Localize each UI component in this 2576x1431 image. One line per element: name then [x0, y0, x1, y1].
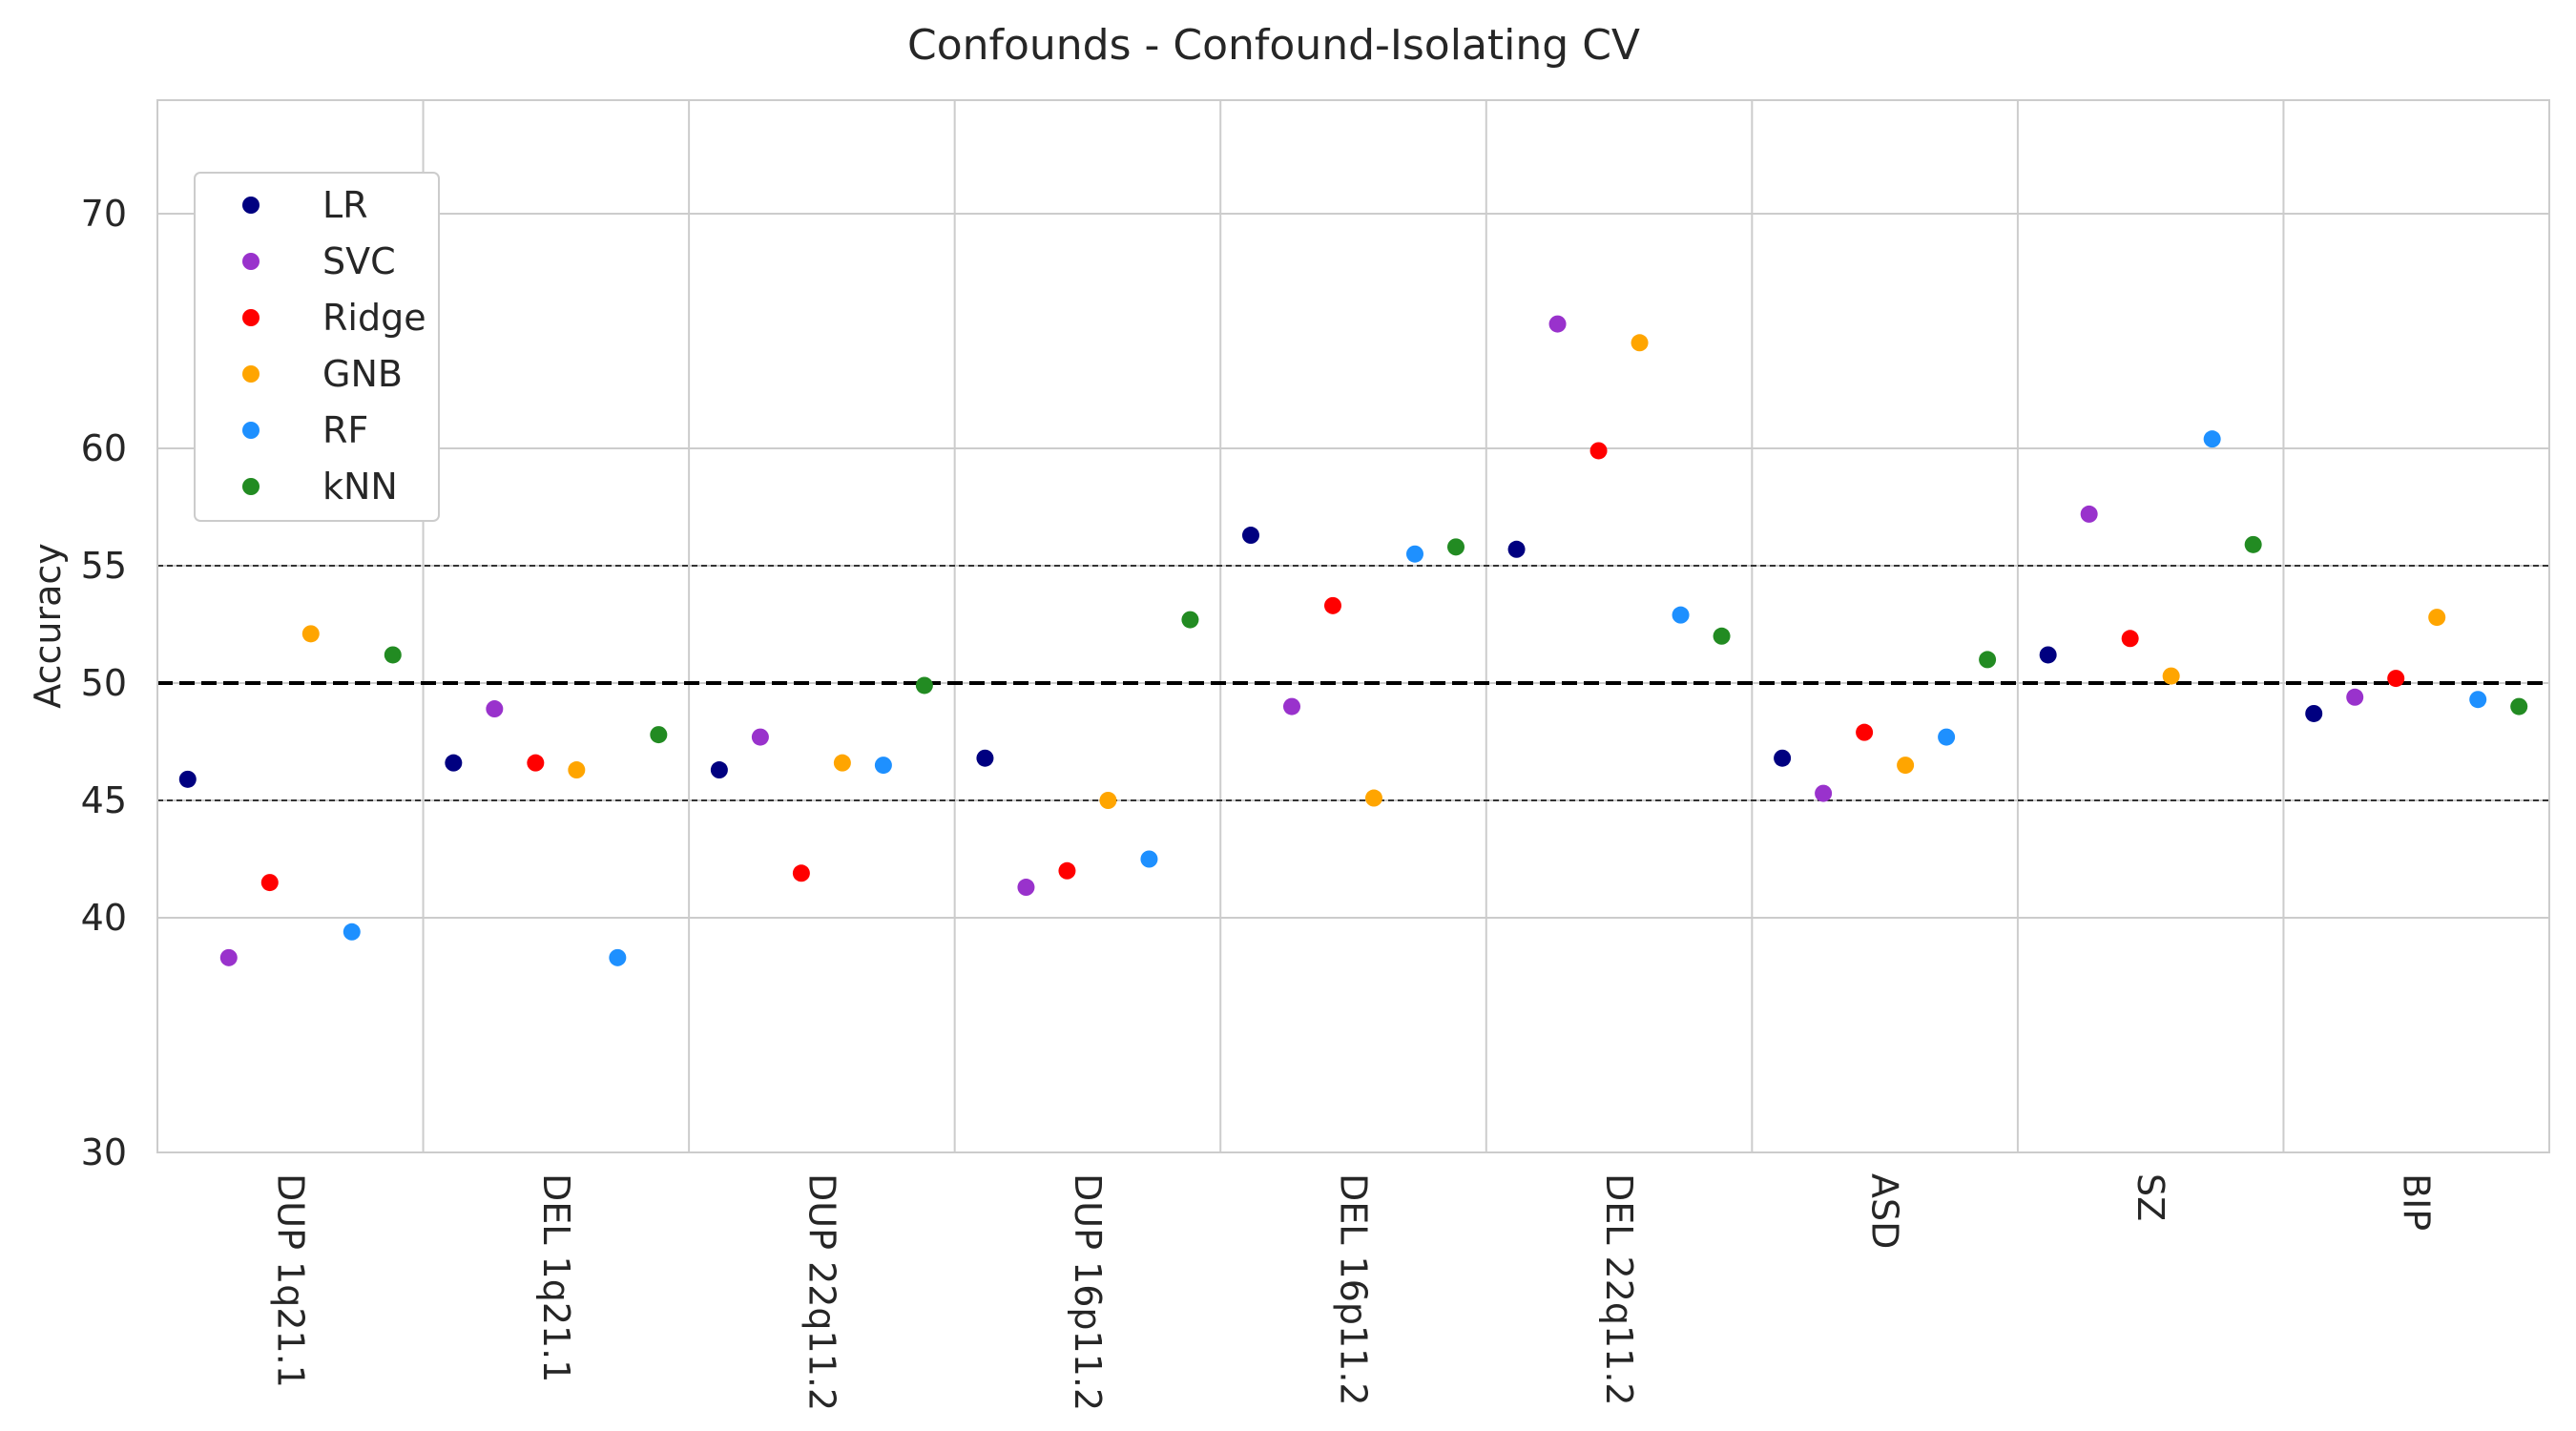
legend-label: RF: [322, 409, 368, 451]
data-point-gnb: [2162, 667, 2180, 685]
y-tick-label: 55: [81, 545, 127, 587]
data-point-lr: [445, 754, 463, 772]
data-point-rf: [609, 948, 627, 966]
data-point-ridge: [1856, 723, 1874, 741]
data-point-gnb: [301, 625, 320, 643]
legend-marker: [242, 422, 260, 439]
data-point-rf: [343, 923, 361, 941]
legend: LR SVC Ridge GNB RF kNN: [194, 172, 440, 522]
data-point-gnb: [1099, 792, 1117, 809]
legend-marker: [242, 253, 260, 270]
x-tick-label: DUP 1q21.1: [269, 1173, 311, 1388]
data-point-svc: [1815, 784, 1833, 802]
y-tick-label: 60: [81, 427, 127, 469]
data-point-lr: [1774, 749, 1792, 767]
y-axis-label: Accuracy: [27, 543, 69, 709]
data-point-svc: [2080, 505, 2098, 523]
x-tick-label: DUP 16p11.2: [1067, 1173, 1109, 1411]
data-point-ridge: [792, 864, 810, 882]
legend-label: GNB: [322, 353, 403, 395]
data-point-gnb: [568, 761, 586, 779]
data-point-lr: [976, 749, 994, 767]
data-point-knn: [1181, 611, 1199, 629]
legend-marker: [242, 309, 260, 326]
data-point-svc: [1017, 879, 1035, 897]
data-point-gnb: [833, 754, 851, 772]
legend-marker: [242, 478, 260, 495]
data-point-svc: [1283, 697, 1300, 716]
x-tick-label: DEL 22q11.2: [1598, 1173, 1640, 1406]
data-point-lr: [1242, 527, 1259, 545]
legend-marker: [242, 197, 260, 214]
data-point-gnb: [1631, 334, 1649, 352]
data-point-ridge: [260, 874, 279, 892]
x-tick-label: DEL 1q21.1: [535, 1173, 577, 1382]
data-points: [178, 315, 2528, 966]
x-tick-label: BIP: [2396, 1173, 2438, 1231]
legend-marker: [242, 365, 260, 383]
data-point-ridge: [527, 754, 545, 772]
legend-label: kNN: [322, 466, 398, 508]
y-tick-label: 70: [81, 193, 127, 235]
data-point-rf: [2469, 691, 2487, 709]
data-point-lr: [1507, 540, 1526, 558]
y-tick-labels: 30 40 45 50 55 60 70: [81, 193, 127, 1173]
data-point-lr: [178, 770, 197, 788]
data-point-knn: [2244, 535, 2262, 553]
data-point-lr: [2305, 704, 2323, 722]
data-point-gnb: [1897, 757, 1915, 775]
data-point-ridge: [2387, 670, 2405, 688]
legend-label: Ridge: [322, 297, 426, 339]
x-tick-label: DUP 22q11.2: [800, 1173, 842, 1411]
reference-lines: [157, 565, 2549, 801]
data-point-knn: [384, 646, 402, 664]
data-point-knn: [1447, 538, 1465, 556]
data-point-svc: [219, 948, 238, 966]
y-tick-label: 45: [81, 779, 127, 821]
x-tick-labels: DUP 1q21.1 DEL 1q21.1 DUP 22q11.2 DUP 16p11…: [269, 1173, 2437, 1411]
data-point-ridge: [1324, 596, 1341, 614]
data-point-rf: [1140, 850, 1158, 868]
x-tick-label: DEL 16p11.2: [1333, 1173, 1375, 1406]
data-point-rf: [1406, 545, 1423, 563]
data-point-ridge: [2121, 630, 2139, 648]
legend-label: LR: [322, 184, 368, 226]
plot-frame: [156, 99, 2550, 1153]
data-point-rf: [2203, 430, 2221, 448]
data-point-knn: [915, 676, 933, 695]
y-tick-label: 40: [81, 897, 127, 939]
data-point-knn: [2510, 697, 2528, 716]
data-point-rf: [1938, 728, 1956, 746]
data-point-knn: [1713, 627, 1731, 645]
data-point-lr: [710, 761, 728, 779]
data-point-gnb: [1365, 789, 1382, 807]
legend-box: [194, 172, 440, 522]
data-point-knn: [650, 726, 668, 744]
data-point-svc: [751, 728, 769, 746]
data-point-lr: [2039, 646, 2057, 664]
data-point-gnb: [2428, 609, 2446, 627]
data-point-svc: [2346, 688, 2364, 706]
data-point-svc: [1548, 315, 1567, 333]
x-tick-label: ASD: [1864, 1173, 1906, 1249]
data-point-knn: [1979, 651, 1997, 669]
data-point-ridge: [1058, 861, 1076, 880]
data-point-svc: [486, 700, 504, 718]
data-point-ridge: [1589, 442, 1608, 460]
data-point-rf: [874, 757, 892, 775]
y-tick-label: 50: [81, 662, 127, 704]
data-point-rf: [1672, 606, 1690, 624]
x-tick-label: SZ: [2129, 1173, 2171, 1221]
legend-label: SVC: [322, 240, 396, 282]
chart-title: Confounds - Confound-Isolating CV: [907, 21, 1640, 70]
y-tick-label: 30: [81, 1131, 127, 1173]
